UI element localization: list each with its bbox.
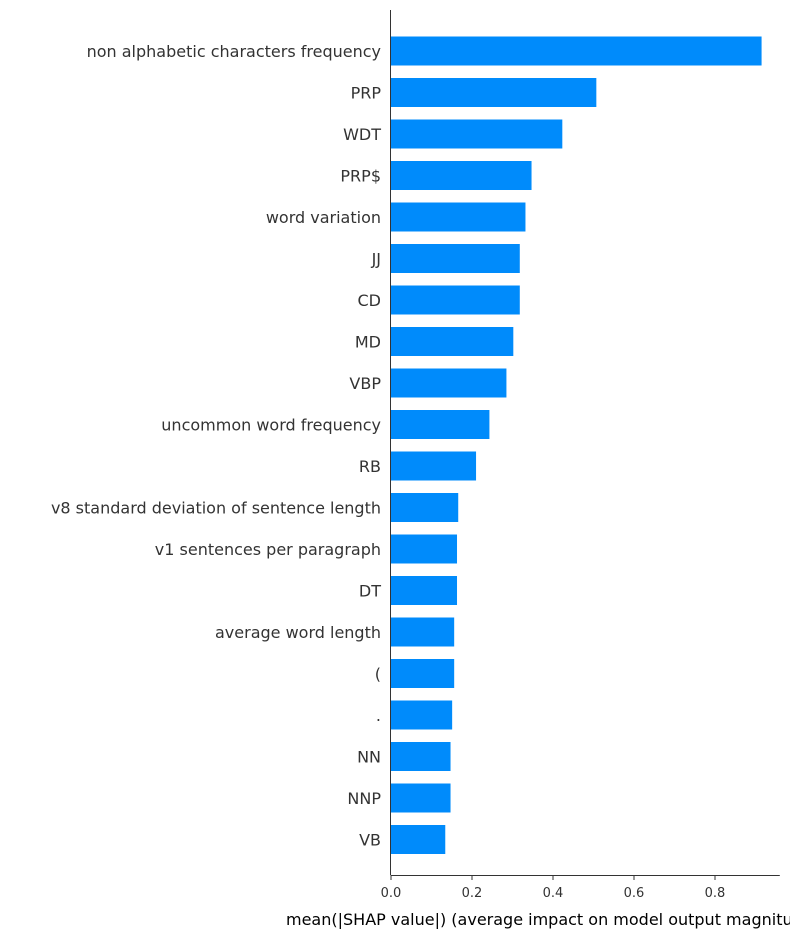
x-tick-label: 0.4 [543,886,564,901]
x-ticks-group: 0.0 0.2 0.4 0.6 0.8 [381,875,726,901]
x-tick-label: 0.8 [705,886,726,901]
bar [391,161,532,190]
category-label: ( [375,665,381,684]
category-label: JJ [371,250,381,269]
category-label: VBP [349,374,381,393]
bar [391,327,514,356]
bar [391,451,477,481]
bar [391,493,459,522]
category-label: VB [359,831,381,850]
x-tick-label: 0.0 [381,886,402,901]
category-labels: non alphabetic characters frequency PRP WD… [51,42,381,850]
category-label: . [376,706,381,725]
bar [391,119,563,149]
category-label: PRP$ [340,167,381,186]
category-label: v1 sentences per paragraph [155,540,381,559]
category-label: NNP [347,789,381,808]
bar [391,36,762,66]
bar [391,700,453,730]
category-label: CD [358,291,382,310]
bar [391,617,455,647]
category-label: WDT [343,125,381,144]
bar [391,410,490,439]
bar [391,576,458,605]
bar [391,825,446,854]
x-tick-label: 0.6 [624,886,645,901]
bar [391,78,597,107]
x-axis-title: mean(|SHAP value|) (average impact on mo… [286,910,790,929]
bar [391,368,507,398]
bar [391,783,451,813]
category-label: uncommon word frequency [161,416,381,435]
category-label: PRP [351,84,382,103]
category-label: word variation [266,208,381,227]
bar [391,244,520,273]
category-label: MD [355,333,381,352]
x-tick-label: 0.2 [462,886,483,901]
category-label: v8 standard deviation of sentence length [51,499,381,518]
bar [391,202,526,232]
category-label: average word length [215,623,381,642]
bar [391,659,455,688]
bar [391,742,451,771]
category-label: non alphabetic characters frequency [87,42,381,61]
bar [391,534,458,564]
category-label: DT [359,582,381,601]
bars-group [391,36,762,854]
category-label: RB [359,457,381,476]
category-label: NN [357,748,381,767]
bar [391,285,520,315]
